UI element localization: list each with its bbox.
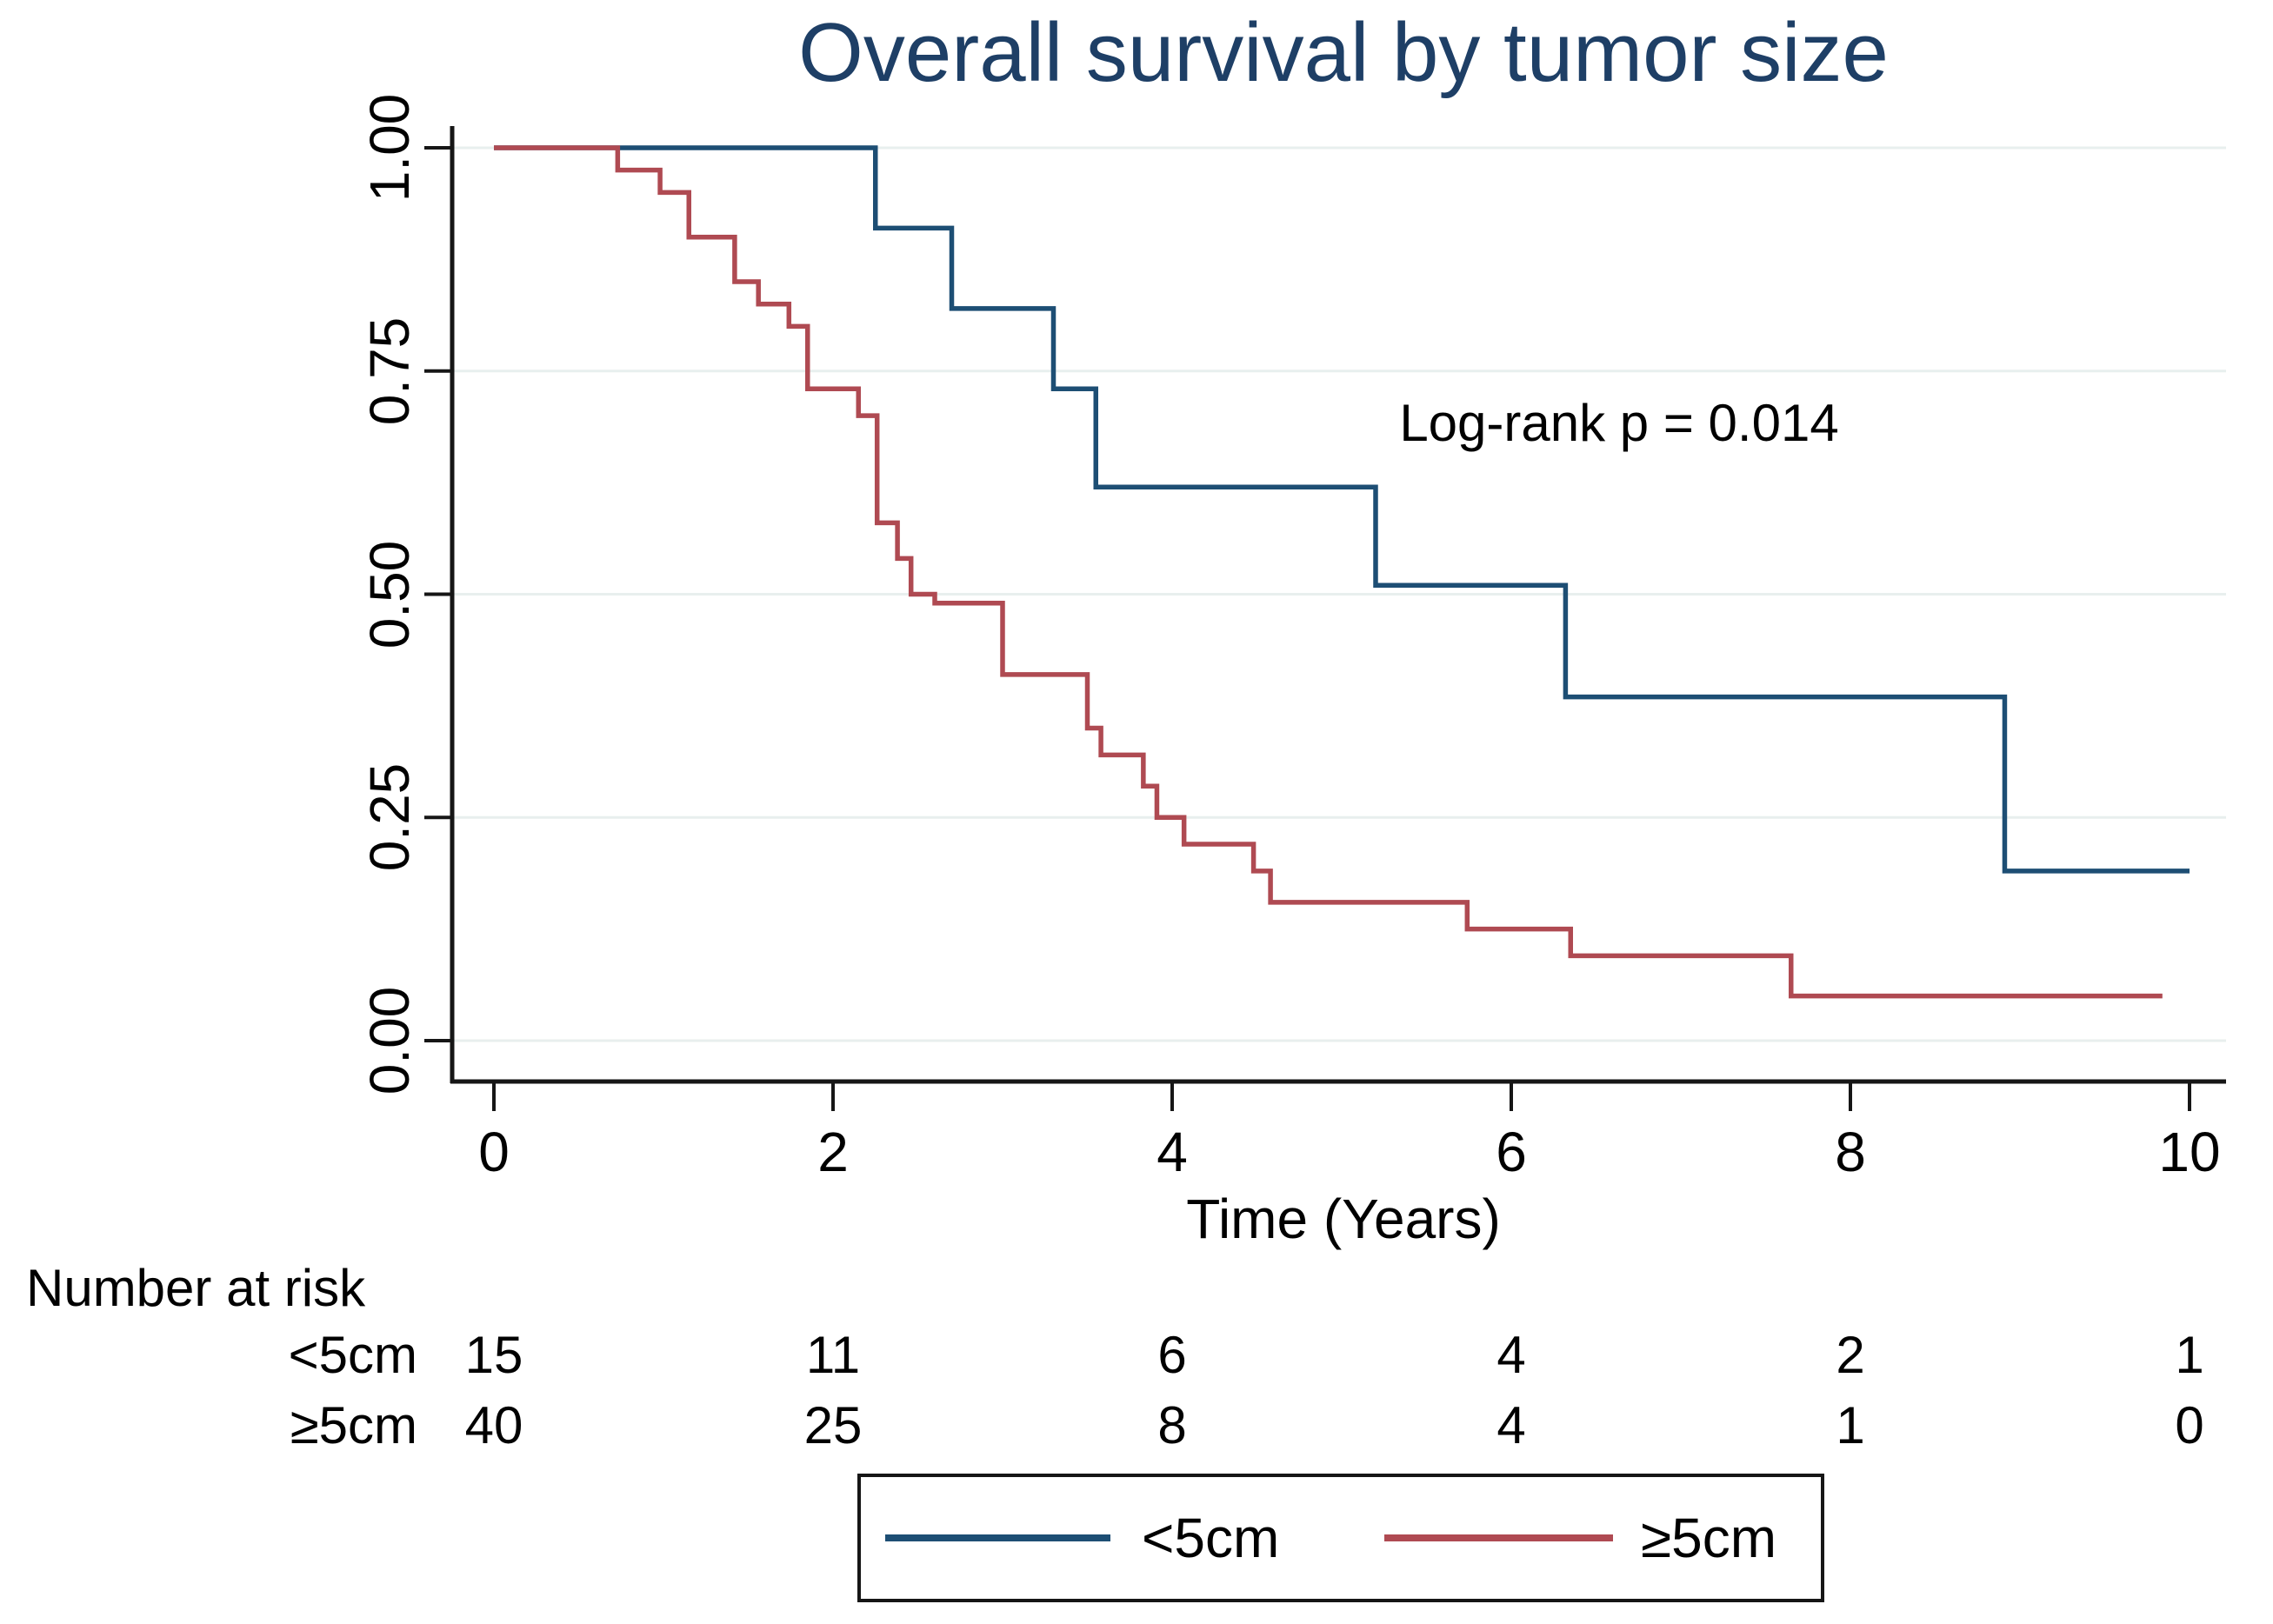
risk-count: 25 [803,1396,863,1454]
x-tick-label: 2 [817,1121,849,1183]
y-tick-label: 0.50 [358,540,421,649]
risk-count: 8 [1157,1396,1187,1454]
risk-row-label: <5cm [288,1326,417,1384]
risk-count: 15 [464,1326,523,1384]
x-tick-label: 10 [2158,1121,2221,1183]
y-tick-label: 0.00 [358,986,421,1095]
x-tick-label: 4 [1156,1121,1188,1183]
risk-table-header: Number at risk [26,1259,366,1317]
y-tick-label: 0.75 [358,316,421,426]
survival-curve-ge5cm [494,145,2163,999]
risk-count: 1 [2175,1326,2204,1384]
chart-title: Overall survival by tumor size [798,6,1889,99]
legend-label-ge5cm: ≥5cm [1641,1507,1777,1569]
risk-count: 2 [1836,1326,1865,1384]
risk-count: 4 [1496,1326,1526,1384]
legend-line-sample-lt5cm [885,1534,1110,1541]
risk-count: 11 [805,1326,861,1384]
logrank-annotation: Log-rank p = 0.014 [1399,394,1839,452]
legend-line-sample-ge5cm [1384,1534,1613,1541]
y-tick-label: 1.00 [358,93,421,203]
risk-count: 4 [1496,1396,1526,1454]
risk-count: 40 [464,1396,523,1454]
x-tick-label: 6 [1496,1121,1527,1183]
risk-count: 0 [2175,1396,2204,1454]
survival-curve-lt5cm [494,145,2190,874]
legend-label-lt5cm: <5cm [1142,1507,1280,1569]
risk-row-label: ≥5cm [290,1396,417,1454]
x-axis-title: Time (Years) [1186,1188,1501,1250]
x-tick-label: 8 [1835,1121,1866,1183]
x-tick-label: 0 [478,1121,510,1183]
risk-count: 6 [1157,1326,1187,1384]
y-tick-label: 0.25 [358,762,421,872]
risk-count: 1 [1836,1396,1865,1454]
